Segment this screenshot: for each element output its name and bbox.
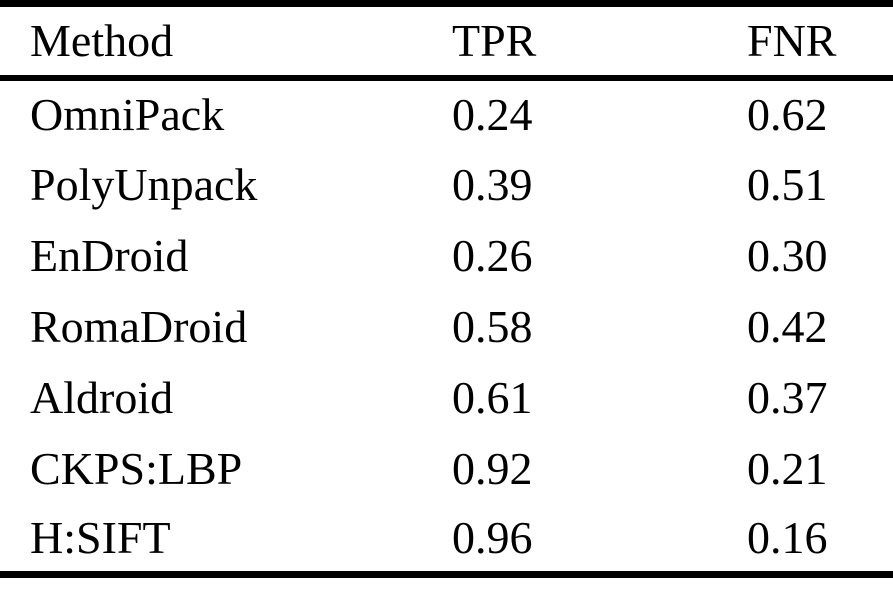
header-row: Method TPR FNR <box>0 4 893 78</box>
tpr-cell: 0.92 <box>452 442 533 494</box>
method-cell: CKPS:LBP <box>30 442 243 494</box>
column-header-fnr: FNR <box>747 15 837 67</box>
method-cell: EnDroid <box>30 229 189 281</box>
fnr-cell: 0.37 <box>747 371 828 423</box>
results-table: Method TPR FNR OmniPack 0.24 0.62 PolyUnpac… <box>0 0 893 578</box>
tpr-cell: 0.61 <box>452 371 533 423</box>
tpr-cell: 0.26 <box>452 229 533 281</box>
fnr-cell: 0.16 <box>747 511 828 563</box>
method-cell: OmniPack <box>30 89 225 140</box>
tpr-cell: 0.39 <box>452 158 533 210</box>
table-row: H:SIFT 0.96 0.16 <box>0 504 893 575</box>
fnr-cell: 0.30 <box>747 229 828 281</box>
table-row: RomaDroid 0.58 0.42 <box>0 291 893 362</box>
column-header-tpr: TPR <box>452 15 537 67</box>
fnr-cell: 0.21 <box>747 442 828 494</box>
table-header: Method TPR FNR <box>0 4 893 78</box>
table-row: Aldroid 0.61 0.37 <box>0 362 893 433</box>
method-cell: H:SIFT <box>30 511 171 563</box>
table-row: EnDroid 0.26 0.30 <box>0 220 893 291</box>
fnr-cell: 0.42 <box>747 300 828 352</box>
tpr-cell: 0.96 <box>452 511 533 563</box>
column-header-method: Method <box>30 15 174 67</box>
tpr-cell: 0.58 <box>452 300 533 352</box>
fnr-cell: 0.62 <box>747 89 828 140</box>
table-row: PolyUnpack 0.39 0.51 <box>0 149 893 220</box>
table-row: CKPS:LBP 0.92 0.21 <box>0 433 893 504</box>
method-cell: RomaDroid <box>30 300 248 352</box>
method-cell: Aldroid <box>30 371 174 423</box>
fnr-cell: 0.51 <box>747 158 828 210</box>
method-cell: PolyUnpack <box>30 158 258 210</box>
table-row: OmniPack 0.24 0.62 <box>0 78 893 149</box>
table-body: OmniPack 0.24 0.62 PolyUnpack 0.39 0.51 EnDroi… <box>0 78 893 575</box>
tpr-cell: 0.24 <box>452 89 533 140</box>
